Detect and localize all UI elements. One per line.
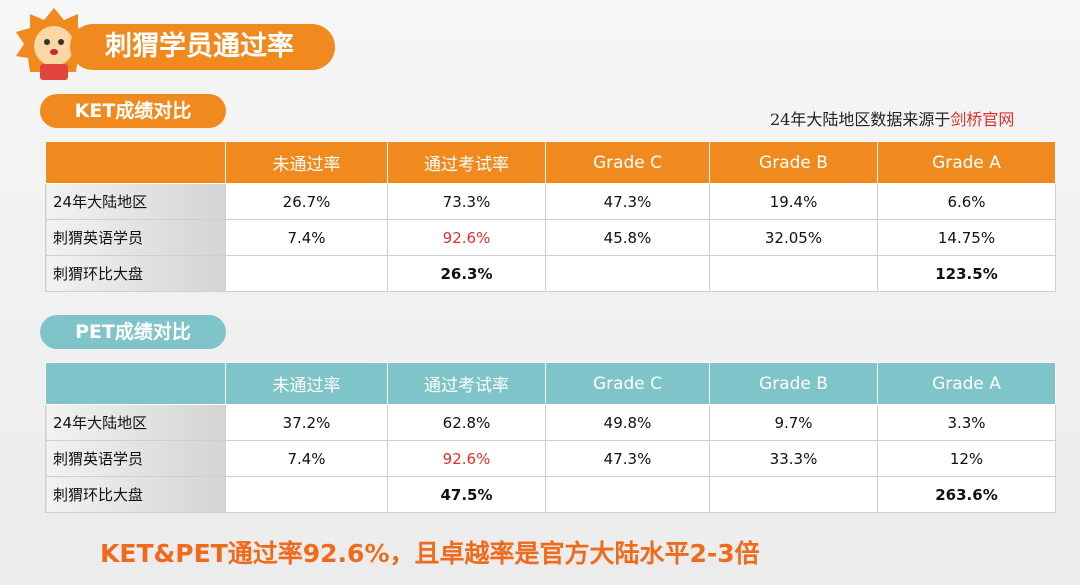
summary: KET&PET通过率92.6%，且卓越率是官方大陆水平2-3倍 bbox=[100, 539, 760, 568]
header-cell: 未通过率 bbox=[225, 141, 388, 184]
row-label: 刺猬环比大盘 bbox=[45, 476, 226, 513]
header-row: 未通过率 通过考试率 Grade C Grade B Grade A bbox=[45, 141, 1056, 184]
header-cell bbox=[45, 362, 226, 405]
header-row: 未通过率 通过考试率 Grade C Grade B Grade A bbox=[45, 362, 1056, 405]
cell bbox=[709, 255, 878, 292]
cell: 73.3% bbox=[387, 183, 546, 220]
cell: 62.8% bbox=[387, 404, 546, 441]
row-label: 刺猬英语学员 bbox=[45, 440, 226, 477]
cell bbox=[545, 476, 710, 513]
header-cell: Grade A bbox=[877, 362, 1056, 405]
header-cell: 通过考试率 bbox=[387, 141, 546, 184]
cell bbox=[225, 476, 388, 513]
data-table: 未通过率 通过考试率 Grade C Grade B Grade A 24年大陆地区 26.… bbox=[45, 141, 1056, 292]
row-label: 24年大陆地区 bbox=[45, 183, 226, 220]
cell: 32.05% bbox=[709, 219, 878, 256]
data-table: 未通过率 通过考试率 Grade C Grade B Grade A 24年大陆地区 37.… bbox=[45, 362, 1056, 513]
header-cell bbox=[45, 141, 226, 184]
cell: 37.2% bbox=[225, 404, 388, 441]
cell: 19.4% bbox=[709, 183, 878, 220]
cell: 49.8% bbox=[545, 404, 710, 441]
cell: 3.3% bbox=[877, 404, 1056, 441]
data-row: 刺猬环比大盘 26.3% 123.5% bbox=[45, 255, 1056, 292]
data-row: 刺猬英语学员 7.4% 92.6% 47.3% 33.3% 12% bbox=[45, 440, 1056, 477]
cell: 263.6% bbox=[877, 476, 1056, 513]
header-cell: Grade B bbox=[709, 141, 878, 184]
cell: 7.4% bbox=[225, 219, 388, 256]
cell bbox=[709, 476, 878, 513]
cell: 47.3% bbox=[545, 440, 710, 477]
header-cell: Grade B bbox=[709, 362, 878, 405]
source-note: 24年大陆地区数据来源于剑桥官网 bbox=[770, 110, 1015, 129]
header-cell: Grade C bbox=[545, 362, 710, 405]
cell: 123.5% bbox=[877, 255, 1056, 292]
row-label: 刺猬英语学员 bbox=[45, 219, 226, 256]
cell: 9.7% bbox=[709, 404, 878, 441]
cell: 7.4% bbox=[225, 440, 388, 477]
source-link: 剑桥官网 bbox=[950, 110, 1015, 129]
cell: 12% bbox=[877, 440, 1056, 477]
cell bbox=[545, 255, 710, 292]
row-label: 24年大陆地区 bbox=[45, 404, 226, 441]
data-row: 刺猬环比大盘 47.5% 263.6% bbox=[45, 476, 1056, 513]
cell: 45.8% bbox=[545, 219, 710, 256]
cell bbox=[225, 255, 388, 292]
row-label: 刺猬环比大盘 bbox=[45, 255, 226, 292]
cell: 47.5% bbox=[387, 476, 546, 513]
data-row: 24年大陆地区 26.7% 73.3% 47.3% 19.4% 6.6% bbox=[45, 183, 1056, 220]
header-cell: 未通过率 bbox=[225, 362, 388, 405]
header-cell: Grade A bbox=[877, 141, 1056, 184]
section-title: KET成绩对比 bbox=[40, 94, 226, 128]
cell: 47.3% bbox=[545, 183, 710, 220]
data-row: 24年大陆地区 37.2% 62.8% 49.8% 9.7% 3.3% bbox=[45, 404, 1056, 441]
cell: 14.75% bbox=[877, 219, 1056, 256]
cell: 92.6% bbox=[387, 440, 546, 477]
cell: 6.6% bbox=[877, 183, 1056, 220]
section-title: PET成绩对比 bbox=[40, 315, 226, 349]
header-cell: Grade C bbox=[545, 141, 710, 184]
data-row: 刺猬英语学员 7.4% 92.6% 45.8% 32.05% 14.75% bbox=[45, 219, 1056, 256]
cell: 26.7% bbox=[225, 183, 388, 220]
cell: 33.3% bbox=[709, 440, 878, 477]
cell: 92.6% bbox=[387, 219, 546, 256]
page-title: 刺猬学员通过率 bbox=[70, 24, 335, 70]
cell: 26.3% bbox=[387, 255, 546, 292]
header-cell: 通过考试率 bbox=[387, 362, 546, 405]
